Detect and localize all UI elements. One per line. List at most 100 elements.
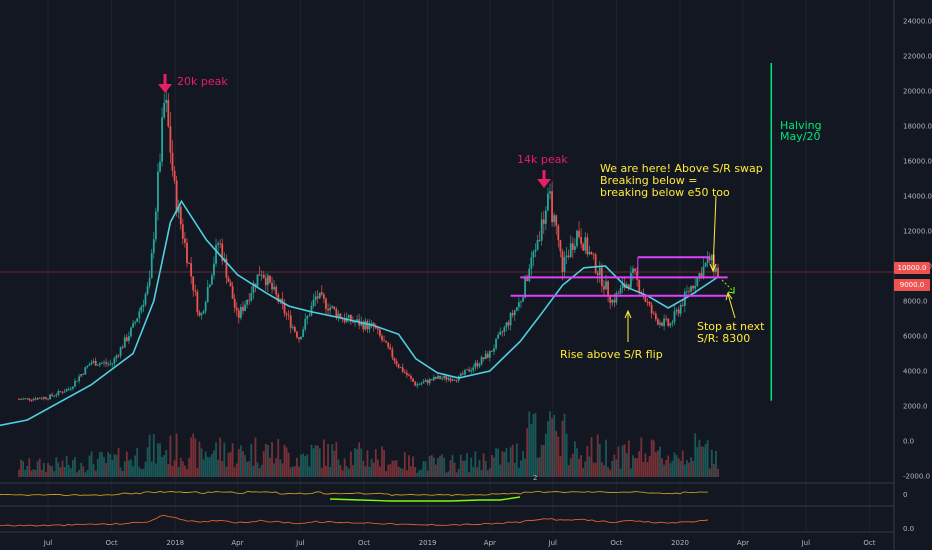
candle-body <box>352 321 354 323</box>
candle-body <box>540 219 543 241</box>
candle-body <box>30 400 33 401</box>
volume-bar <box>461 460 464 477</box>
candle-body <box>34 398 37 400</box>
volume-bar <box>439 455 441 477</box>
candle-body <box>69 388 72 390</box>
candle-body <box>393 357 396 361</box>
candle-body <box>588 252 591 255</box>
candle-body <box>509 313 512 326</box>
volume-bar <box>42 463 45 477</box>
volume-bar <box>184 465 186 477</box>
volume-bar <box>242 451 244 477</box>
candle-body <box>347 314 350 318</box>
candle-body <box>659 322 661 325</box>
volume-bar <box>208 457 211 477</box>
candle-body <box>399 367 402 369</box>
candle-body <box>343 319 346 322</box>
volume-bar <box>177 467 180 477</box>
volume-bar <box>702 447 705 477</box>
candle-body <box>576 230 578 247</box>
candle-body <box>495 338 497 349</box>
volume-bar <box>571 453 574 477</box>
price-tick-label: 22000.0 <box>903 53 932 61</box>
volume-bar <box>551 418 553 477</box>
candle-body <box>200 313 203 316</box>
volume-bar <box>659 446 661 477</box>
candle-body <box>198 312 201 316</box>
volume-bar <box>360 448 363 477</box>
candle-body <box>571 243 574 250</box>
candle-body <box>219 243 222 245</box>
candle-body <box>22 398 25 400</box>
candle-body <box>522 297 524 302</box>
volume-bar <box>140 468 143 477</box>
volume-bar <box>395 460 398 477</box>
indicator-1-highlight <box>329 496 521 502</box>
candle-body <box>335 308 338 318</box>
volume-bar <box>536 457 539 477</box>
price-tick-label: 24000.0 <box>903 18 932 26</box>
candle-body <box>175 180 178 213</box>
volume-bar <box>366 450 369 477</box>
volume-bar <box>308 466 311 477</box>
candle-body <box>225 258 228 278</box>
candle-body <box>586 237 589 255</box>
candle-body <box>71 386 74 389</box>
volume-bar <box>457 468 460 477</box>
volume-bar <box>32 469 35 477</box>
candle-body <box>617 292 620 294</box>
volume-bar <box>410 466 412 477</box>
candle-body <box>507 322 510 326</box>
candle-body <box>619 287 622 294</box>
candle-body <box>391 349 394 358</box>
volume-bar <box>264 443 267 477</box>
volume-bar <box>235 463 238 477</box>
candle-body <box>704 262 707 267</box>
volume-bar <box>107 452 110 477</box>
volume-bar <box>335 442 338 477</box>
candle-body <box>412 378 414 382</box>
volume-bar <box>80 462 83 477</box>
volume-bar <box>632 455 634 477</box>
candle-body <box>76 380 78 382</box>
volume-bar <box>173 460 176 477</box>
volume-bar <box>488 468 491 477</box>
candle-body <box>625 284 628 288</box>
candle-body <box>194 290 197 292</box>
volume-bar <box>138 466 141 477</box>
price-tick-label: 12000.0 <box>903 228 932 236</box>
candle-body <box>208 284 211 288</box>
candle-body <box>130 327 132 337</box>
candle-body <box>337 313 340 318</box>
candle-body <box>28 398 31 401</box>
volume-bar <box>40 469 43 477</box>
candle-body <box>636 271 639 280</box>
candle-body <box>123 337 126 348</box>
candle-body <box>565 255 568 258</box>
volume-bar <box>125 451 128 477</box>
candle-body <box>327 308 329 311</box>
volume-bar <box>298 466 300 477</box>
projection-arrow <box>721 279 735 294</box>
volume-bar <box>358 442 361 477</box>
volume-bar <box>86 470 89 477</box>
volume-bar <box>327 444 329 477</box>
candle-body <box>74 380 76 387</box>
candle-body <box>395 360 398 365</box>
volume-bar <box>306 454 309 477</box>
candle-body <box>385 341 388 343</box>
volume-bar <box>128 460 130 477</box>
volume-bar <box>679 460 682 477</box>
peak-arrow-20k <box>158 74 172 93</box>
candle-body <box>94 360 97 366</box>
candle-body <box>242 307 244 311</box>
volume-bar <box>549 411 551 477</box>
candle-body <box>150 252 153 279</box>
candle-body <box>339 313 342 319</box>
candle-body <box>416 384 419 386</box>
arrow-we-are-here <box>709 195 717 273</box>
volume-bar <box>192 433 195 477</box>
volume-bar <box>150 461 153 477</box>
volume-bar <box>696 447 699 477</box>
